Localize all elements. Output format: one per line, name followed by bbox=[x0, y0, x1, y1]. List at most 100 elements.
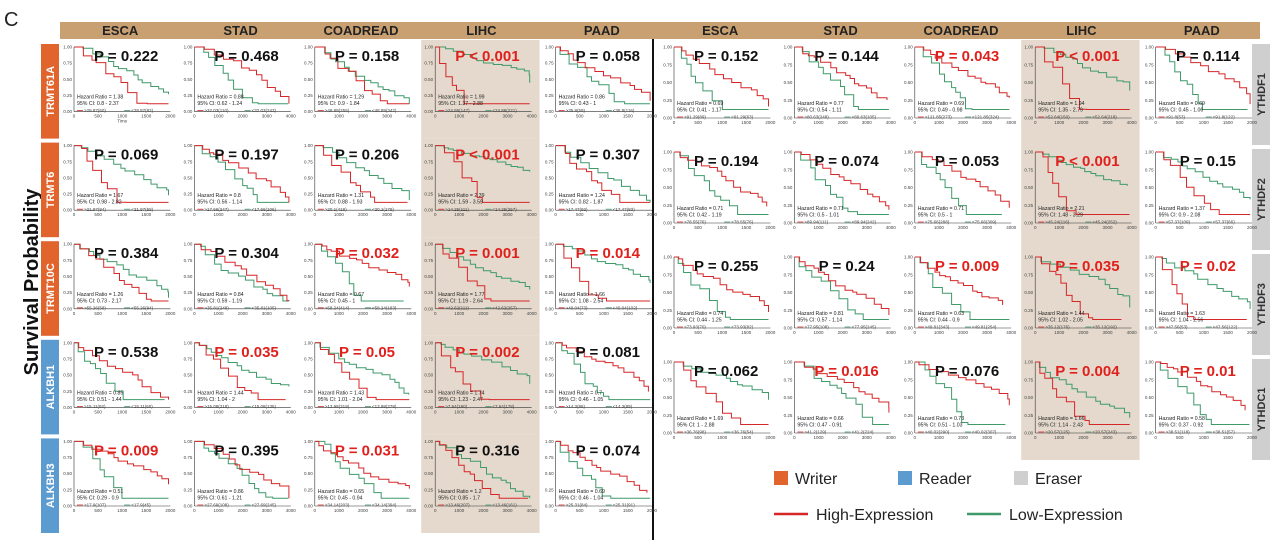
x-tick-label: 2000 bbox=[958, 435, 969, 440]
confidence-interval: 95% CI: 0.49 - 0.98 bbox=[918, 108, 963, 114]
x-tick-label: 0 bbox=[554, 409, 557, 414]
y-tick-label: 0.50 bbox=[304, 175, 313, 180]
confidence-interval: 95% CI: 0.45 - 1 bbox=[318, 298, 356, 304]
y-tick-label: 0.50 bbox=[663, 80, 672, 85]
low-expression-curve bbox=[1035, 151, 1128, 186]
y-tick-label: 1.00 bbox=[304, 45, 313, 50]
group-high-label: >15.11(92) bbox=[84, 404, 106, 409]
x-tick-label: 500 bbox=[1176, 225, 1184, 230]
y-tick-label: 0.00 bbox=[1024, 326, 1033, 331]
x-tick-label: 2000 bbox=[958, 225, 969, 230]
hazard-ratio: Hazard Ratio = 0.63 bbox=[918, 311, 964, 317]
p-value: P = 0.074 bbox=[576, 442, 641, 459]
y-tick-label: 0.25 bbox=[663, 203, 672, 208]
group-high-label: >45.24(116) bbox=[1045, 220, 1070, 225]
confidence-interval: 95% CI: 1.08 - 2.54 bbox=[559, 298, 604, 304]
y-tick-label: 0.75 bbox=[1145, 167, 1154, 172]
x-tick-label: 0 bbox=[434, 311, 437, 316]
low-expression-curve bbox=[674, 256, 769, 320]
confidence-interval: 95% CI: 0.44 - 1.25 bbox=[677, 318, 722, 324]
x-tick-label: 1000 bbox=[1054, 330, 1065, 335]
x-tick-label: 1500 bbox=[623, 311, 634, 316]
high-expression-curve bbox=[555, 145, 651, 203]
x-tick-label: 500 bbox=[694, 435, 702, 440]
y-tick-label: 0.00 bbox=[63, 405, 72, 410]
confidence-interval: 95% CI: 1.23 - 2.47 bbox=[438, 397, 483, 403]
low-expression-curve bbox=[435, 243, 531, 290]
y-tick-label: 0.50 bbox=[184, 175, 193, 180]
x-tick-label: 3000 bbox=[862, 225, 873, 230]
y-tick-label: 0.75 bbox=[904, 377, 913, 382]
x-tick-label: 4000 bbox=[1006, 120, 1017, 125]
x-tick-label: 1000 bbox=[599, 114, 610, 119]
low-expression-curve bbox=[914, 151, 1002, 215]
confidence-interval: 95% CI: 0.82 - 1.87 bbox=[559, 200, 604, 206]
p-value: P = 0.15 bbox=[1180, 153, 1236, 170]
y-tick-label: 0.75 bbox=[663, 167, 672, 172]
x-tick-label: 1500 bbox=[141, 212, 152, 217]
x-tick-label: 1000 bbox=[813, 120, 824, 125]
group-high-label: >32.03(110) bbox=[204, 108, 229, 113]
x-tick-label: 0 bbox=[434, 212, 437, 217]
y-tick-label: 0.75 bbox=[784, 167, 793, 172]
y-tick-label: 0.50 bbox=[184, 373, 193, 378]
x-tick-label: 4000 bbox=[1006, 330, 1017, 335]
high-expression-curve bbox=[314, 243, 410, 287]
y-tick-label: 0.25 bbox=[663, 98, 672, 103]
y-tick-label: 0.75 bbox=[63, 258, 72, 263]
left-km-cell: 1.00 0.75 0.50 0.25 0.000 1000 2000 3000 4000 P =… bbox=[421, 237, 540, 336]
y-tick-label: 0.75 bbox=[184, 61, 193, 66]
y-tick-label: 0.75 bbox=[424, 159, 433, 164]
x-tick-label: 2000 bbox=[1078, 330, 1089, 335]
high-expression-curve bbox=[674, 361, 769, 425]
x-tick-label: 1500 bbox=[1223, 435, 1234, 440]
x-tick-label: 2000 bbox=[358, 212, 369, 217]
x-tick-label: 4000 bbox=[1006, 435, 1017, 440]
x-tick-label: 1000 bbox=[117, 212, 128, 217]
x-tick-label: 3000 bbox=[502, 409, 513, 414]
group-high-label: >52.64(150) bbox=[1045, 115, 1070, 120]
y-tick-label: 0.75 bbox=[304, 159, 313, 164]
left-header-bg bbox=[60, 22, 660, 39]
x-tick-label: 2000 bbox=[358, 409, 369, 414]
x-tick-label: 0 bbox=[73, 508, 76, 513]
legend: Writer Reader Eraser High-Expression Low… bbox=[774, 471, 1123, 524]
group-high-label: >77.95(108) bbox=[804, 325, 829, 330]
low-expression-curve bbox=[555, 145, 651, 203]
y-tick-label: 0.00 bbox=[663, 326, 672, 331]
group-low-label: <41.2(224) bbox=[852, 430, 874, 435]
x-tick-label: 2000 bbox=[765, 225, 776, 230]
p-value: P = 0.152 bbox=[694, 48, 758, 65]
left-gene-label-alkbh3: ALKBH3 bbox=[45, 463, 57, 508]
y-tick-label: 0.25 bbox=[1145, 308, 1154, 313]
y-tick-label: 0.25 bbox=[545, 290, 554, 295]
y-tick-label: 1.00 bbox=[184, 242, 193, 247]
p-value: P < 0.001 bbox=[1055, 48, 1119, 65]
y-tick-label: 0.50 bbox=[784, 395, 793, 400]
group-low-label: <17.9(45) bbox=[131, 503, 151, 508]
x-tick-label: 3000 bbox=[982, 120, 993, 125]
left-cancer-header-paad: PAAD bbox=[584, 23, 620, 38]
hazard-ratio: Hazard Ratio = 0.58 bbox=[1159, 416, 1205, 422]
y-tick-label: 0.50 bbox=[545, 77, 554, 82]
x-tick-label: 0 bbox=[1034, 330, 1037, 335]
left-km-cell: 1.00 0.75 0.50 0.25 0.000 1000 2000 3000 4000 P <… bbox=[421, 40, 540, 139]
high-expression-curve bbox=[314, 342, 410, 401]
highlight-cell-bg bbox=[421, 434, 540, 533]
confidence-interval: 95% CI: 0.59 - 1.19 bbox=[197, 298, 242, 304]
x-tick-label: 1000 bbox=[1199, 225, 1210, 230]
x-tick-label: 0 bbox=[673, 435, 676, 440]
x-tick-label: 3000 bbox=[262, 212, 273, 217]
y-tick-label: 0.25 bbox=[424, 487, 433, 492]
y-tick-label: 0.25 bbox=[1024, 413, 1033, 418]
x-tick-label: 0 bbox=[554, 212, 557, 217]
y-tick-label: 0.25 bbox=[784, 98, 793, 103]
x-tick-label: 1000 bbox=[213, 508, 224, 513]
high-expression-curve bbox=[555, 440, 648, 493]
x-tick-label: 0 bbox=[73, 114, 76, 119]
group-high-label: >42.62(111) bbox=[445, 305, 469, 310]
hazard-ratio: Hazard Ratio = 0.8 bbox=[197, 193, 241, 199]
x-tick-label: 1000 bbox=[1199, 435, 1210, 440]
p-value: P = 0.222 bbox=[94, 48, 158, 65]
